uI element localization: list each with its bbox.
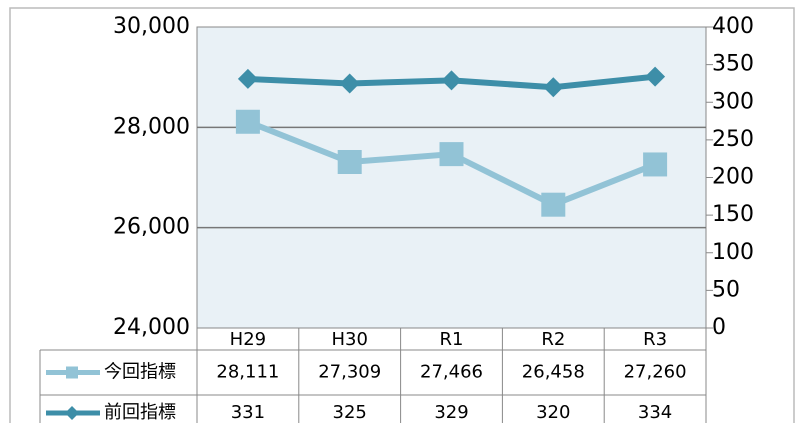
legend-marker bbox=[65, 406, 79, 420]
y2-tick-label: 50 bbox=[712, 277, 740, 302]
point bbox=[339, 73, 360, 94]
table-value: 334 bbox=[638, 402, 672, 423]
table-value: 27,309 bbox=[318, 362, 381, 383]
y-tick-label: 26,000 bbox=[113, 215, 190, 240]
x-tick-label: R3 bbox=[643, 329, 667, 350]
point bbox=[541, 192, 566, 217]
point bbox=[237, 68, 258, 89]
y2-tick-label: 150 bbox=[712, 202, 754, 227]
y2-tick-label: 0 bbox=[712, 315, 726, 340]
y2-tick-label: 400 bbox=[712, 14, 754, 39]
legend-label: 前回指標 bbox=[104, 402, 176, 423]
table-value: 26,458 bbox=[522, 362, 585, 383]
point bbox=[235, 109, 260, 134]
table-value: 320 bbox=[536, 402, 570, 423]
y2-tick-label: 250 bbox=[712, 127, 754, 152]
y-tick-label: 24,000 bbox=[113, 315, 190, 340]
point bbox=[543, 77, 564, 98]
point bbox=[337, 149, 362, 174]
y2-tick-label: 300 bbox=[712, 89, 754, 114]
point bbox=[441, 70, 462, 91]
x-tick-label: H30 bbox=[331, 329, 367, 350]
y2-tick-label: 350 bbox=[712, 52, 754, 77]
table-value: 329 bbox=[434, 402, 468, 423]
legend-marker bbox=[66, 366, 78, 379]
table-value: 325 bbox=[333, 402, 367, 423]
legend-label: 今回指標 bbox=[104, 362, 176, 383]
table-value: 27,260 bbox=[624, 362, 687, 383]
point bbox=[439, 142, 464, 167]
point bbox=[643, 152, 668, 177]
y-tick-label: 30,000 bbox=[113, 14, 190, 39]
x-tick-label: R1 bbox=[440, 329, 464, 350]
x-tick-label: R2 bbox=[541, 329, 565, 350]
table-value: 27,466 bbox=[420, 362, 483, 383]
table-value: 331 bbox=[231, 402, 265, 423]
y2-tick-label: 200 bbox=[712, 165, 754, 190]
y-tick-label: 28,000 bbox=[113, 114, 190, 139]
table-value: 28,111 bbox=[216, 362, 279, 383]
y2-tick-label: 100 bbox=[712, 240, 754, 265]
point bbox=[645, 66, 666, 87]
x-tick-label: H29 bbox=[230, 329, 266, 350]
